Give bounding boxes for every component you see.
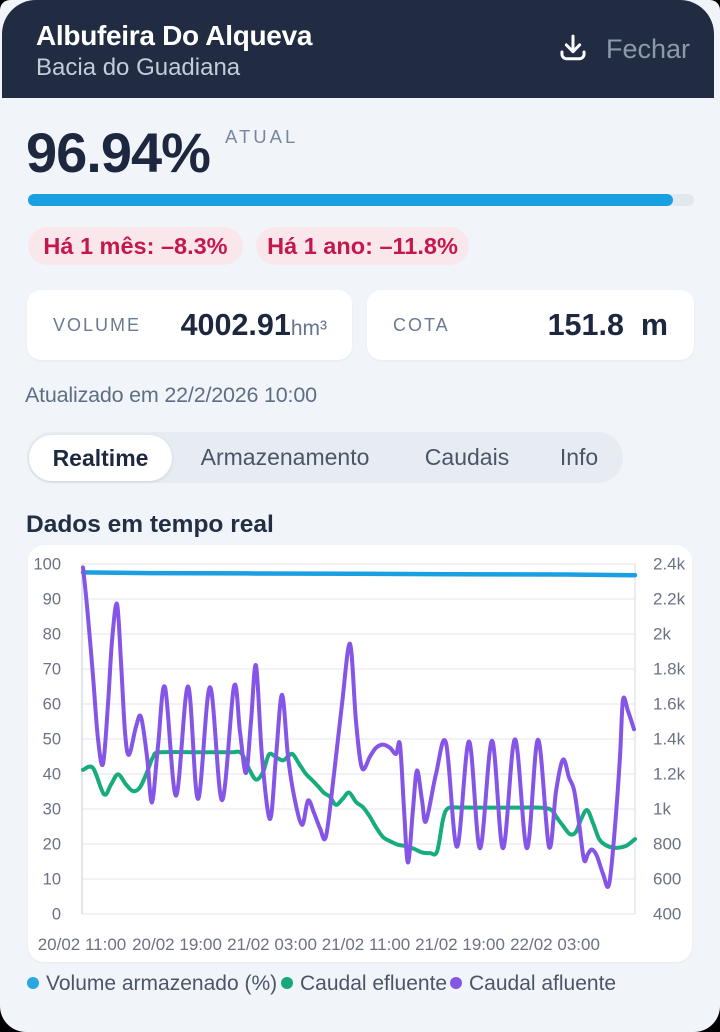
svg-text:21/02 19:00: 21/02 19:00 <box>415 935 505 954</box>
svg-text:1.4k: 1.4k <box>653 730 686 749</box>
svg-text:400: 400 <box>653 905 681 924</box>
svg-text:60: 60 <box>43 696 61 714</box>
svg-text:2.4k: 2.4k <box>653 555 686 574</box>
svg-text:100: 100 <box>33 556 61 574</box>
svg-text:22/02 03:00: 22/02 03:00 <box>510 935 600 954</box>
svg-text:80: 80 <box>43 626 61 644</box>
svg-text:21/02 03:00: 21/02 03:00 <box>227 935 317 954</box>
svg-text:1k: 1k <box>653 800 671 819</box>
svg-text:600: 600 <box>653 870 681 889</box>
svg-text:1.8k: 1.8k <box>653 660 686 679</box>
svg-text:40: 40 <box>43 766 61 784</box>
svg-text:90: 90 <box>43 591 61 609</box>
svg-text:2k: 2k <box>653 625 671 644</box>
svg-text:10: 10 <box>43 871 61 889</box>
svg-text:50: 50 <box>43 731 61 749</box>
svg-text:20/02 11:00: 20/02 11:00 <box>38 935 127 954</box>
svg-text:21/02 11:00: 21/02 11:00 <box>322 935 411 954</box>
svg-text:70: 70 <box>43 661 61 679</box>
svg-text:20/02 19:00: 20/02 19:00 <box>132 935 222 954</box>
svg-text:2.2k: 2.2k <box>653 590 686 609</box>
svg-text:20: 20 <box>43 836 61 854</box>
svg-text:800: 800 <box>653 835 681 854</box>
svg-text:0: 0 <box>52 906 61 924</box>
svg-text:1.2k: 1.2k <box>653 765 686 784</box>
svg-text:1.6k: 1.6k <box>653 695 686 714</box>
svg-text:30: 30 <box>43 801 61 819</box>
